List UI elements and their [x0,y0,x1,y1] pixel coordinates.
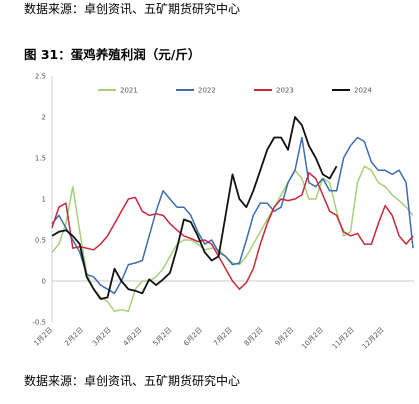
x-tick-label: 7月2日 [212,326,234,348]
series-line-2023 [51,172,414,290]
series-line-2022 [51,136,414,295]
x-tick-label: 11月2日 [331,326,356,351]
series-line-2021 [51,165,414,313]
x-tick-label: 10月2日 [300,326,325,351]
series-line-2024 [51,116,338,300]
y-tick-label: 0 [42,278,46,286]
x-tick-label: 3月2日 [91,326,113,348]
line-chart: -0.5 0 0.5 1 1.5 2 2.5 1月2日 2月2日 3月2日 4月2日 5月2日 6月2日… [32,73,414,351]
x-tick-label: 4月2日 [122,326,144,348]
figure-title: 图 31：蛋鸡养殖利润（元/斤） [24,47,201,62]
legend-label: 2023 [276,87,294,95]
source-note-bottom: 数据来源：卓创资讯、五矿期货研究中心 [24,374,241,388]
x-tick-label: 12月2日 [361,326,386,351]
source-note-top: 数据来源：卓创资讯、五矿期货研究中心 [24,2,241,16]
x-tick-label: 6月2日 [182,326,204,348]
x-tick-label: 5月2日 [152,326,174,348]
y-tick-label: -0.5 [32,319,46,327]
legend-label: 2022 [198,87,216,95]
y-tick-label: 1 [42,196,46,204]
y-tick-label: 1.5 [35,155,46,163]
x-tick-label: 9月2日 [274,326,296,348]
legend-label: 2021 [120,87,138,95]
y-tick-label: 2.5 [35,73,46,81]
x-tick-label: 1月2日 [33,326,55,348]
y-tick-label: 0.5 [35,237,46,245]
x-tick-label: 2月2日 [63,326,85,348]
x-tick-label: 8月2日 [243,326,265,348]
y-tick-label: 2 [42,114,46,122]
legend-label: 2024 [354,87,372,95]
